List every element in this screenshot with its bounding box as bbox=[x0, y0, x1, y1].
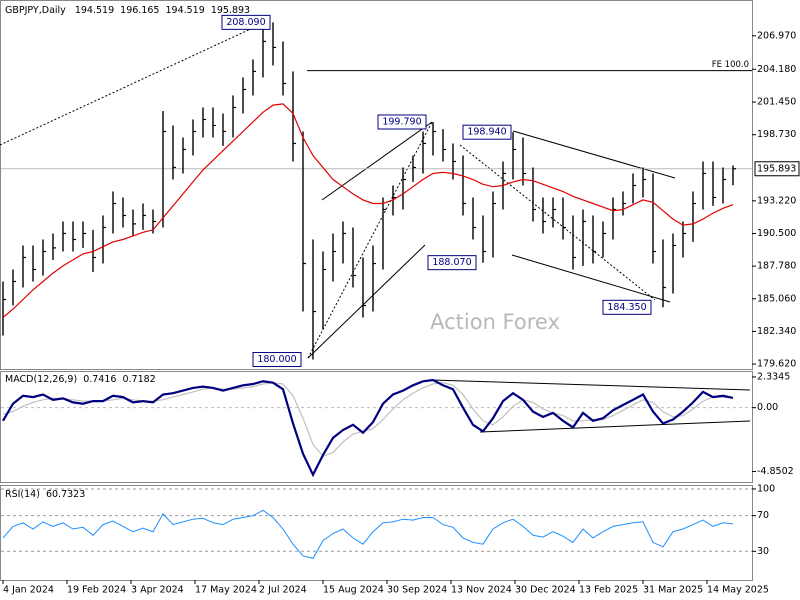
y-tick-label: 190.500 bbox=[757, 228, 796, 239]
x-tick-label: 13 Feb 2025 bbox=[579, 585, 638, 596]
trend-line bbox=[459, 144, 656, 301]
macd-value: 0.7416 bbox=[83, 374, 116, 385]
x-tick-label: 19 Feb 2024 bbox=[67, 585, 126, 596]
symbol: GBPJPY,Daily bbox=[5, 5, 66, 16]
price-annotation-box bbox=[462, 124, 512, 140]
trend-line bbox=[0, 19, 271, 146]
current-price-box bbox=[754, 161, 800, 177]
macd-header: MACD(12,26,9) 0.7416 0.7182 bbox=[5, 374, 156, 385]
x-tick-label: 14 May 2025 bbox=[707, 585, 769, 596]
low-value: 194.519 bbox=[165, 5, 204, 16]
price-annotation: 199.790 bbox=[382, 116, 421, 127]
rsi-header: RSI(14) 60.7323 bbox=[5, 489, 85, 500]
high-value: 196.165 bbox=[120, 5, 159, 16]
price-annotation: 208.090 bbox=[226, 17, 265, 28]
y-tick-label: 201.450 bbox=[757, 97, 796, 108]
y-tick-label: 193.220 bbox=[757, 195, 796, 206]
x-tick-label: 13 Nov 2024 bbox=[451, 585, 512, 596]
price-annotation: 188.070 bbox=[432, 257, 471, 268]
y-tick-label: -4.8502 bbox=[757, 466, 794, 477]
rsi-panel bbox=[0, 485, 753, 581]
trend-line bbox=[307, 121, 433, 359]
open-value: 194.519 bbox=[75, 5, 114, 16]
signal-value: 0.7182 bbox=[122, 374, 155, 385]
price-annotation-box bbox=[252, 352, 302, 368]
y-tick-label: 100 bbox=[757, 483, 775, 494]
macd-trend-line bbox=[479, 420, 751, 433]
line bbox=[2, 509, 734, 559]
current-price-label: 195.893 bbox=[757, 163, 796, 174]
line bbox=[2, 378, 734, 478]
y-tick-label: 2.3345 bbox=[757, 371, 790, 382]
y-tick-label: 187.780 bbox=[757, 261, 796, 272]
x-tick-label: 30 Sep 2024 bbox=[387, 585, 447, 596]
macd-trend-line bbox=[431, 379, 751, 391]
x-tick-label: 30 Dec 2024 bbox=[515, 585, 576, 596]
close-value: 195.893 bbox=[211, 5, 250, 16]
price-annotation-box bbox=[377, 114, 427, 130]
price-annotation-box bbox=[602, 299, 652, 315]
y-tick-label: 70 bbox=[757, 510, 769, 521]
x-tick-label: 15 Aug 2024 bbox=[323, 585, 384, 596]
macd-panel bbox=[0, 371, 753, 483]
fe-label: FE 100.0 bbox=[712, 60, 749, 70]
y-tick-label: 30 bbox=[757, 546, 769, 557]
channel-line bbox=[307, 244, 426, 359]
price-annotation-box bbox=[427, 255, 477, 271]
y-tick-label: 0.00 bbox=[757, 402, 778, 413]
rsi-title: RSI(14) bbox=[5, 489, 40, 500]
x-tick-label: 3 Apr 2024 bbox=[131, 585, 184, 596]
y-tick-label: 198.730 bbox=[757, 129, 796, 140]
x-tick-label: 17 May 2024 bbox=[195, 585, 257, 596]
y-tick-label: 182.340 bbox=[757, 326, 796, 337]
rsi-value: 60.7323 bbox=[46, 489, 85, 500]
y-tick-label: 179.620 bbox=[757, 359, 796, 370]
y-tick-label: 185.060 bbox=[757, 293, 796, 304]
price-annotation-box bbox=[221, 14, 271, 30]
macd-title: MACD(12,26,9) bbox=[5, 374, 77, 385]
watermark: Action Forex bbox=[430, 310, 560, 334]
x-tick-label: 31 Mar 2025 bbox=[643, 585, 703, 596]
x-tick-label: 4 Jan 2024 bbox=[3, 585, 54, 596]
price-annotation: 198.940 bbox=[467, 127, 506, 138]
y-tick-label: 206.970 bbox=[757, 30, 796, 41]
channel-line bbox=[321, 121, 433, 201]
channel-line bbox=[511, 254, 671, 303]
channel-line bbox=[512, 130, 676, 179]
line bbox=[2, 103, 734, 318]
x-tick-label: 2 Jul 2024 bbox=[259, 585, 307, 596]
price-annotation: 184.350 bbox=[607, 302, 646, 313]
y-tick-label: 204.180 bbox=[757, 64, 796, 75]
price-panel bbox=[0, 0, 753, 370]
price-header: GBPJPY,Daily 194.519 196.165 194.519 195… bbox=[5, 5, 250, 16]
price-annotation: 180.000 bbox=[257, 354, 296, 365]
